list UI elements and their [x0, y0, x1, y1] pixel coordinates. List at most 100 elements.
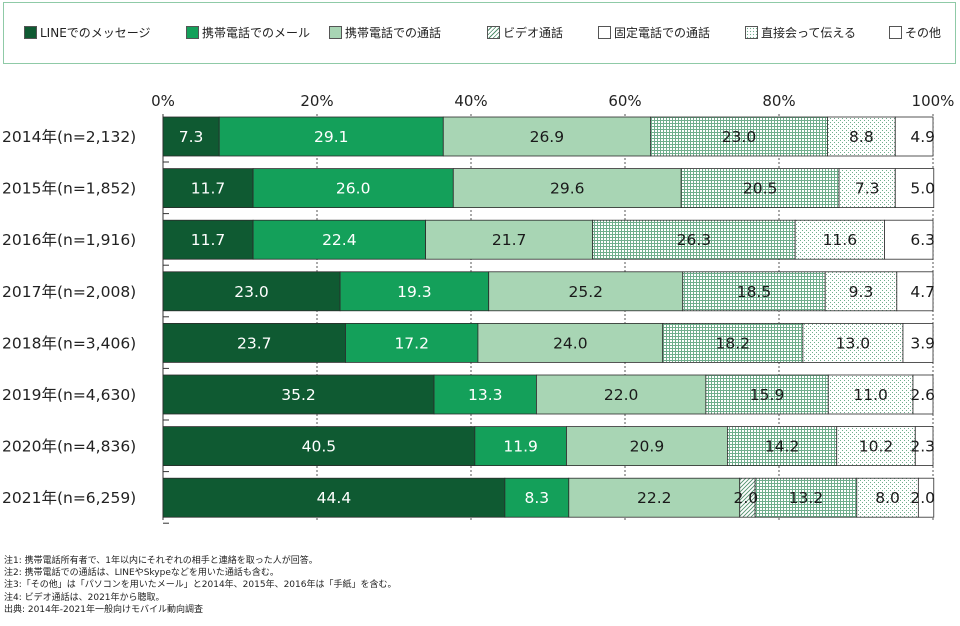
- data-label: 8.3: [525, 489, 550, 507]
- x-tick-label: 100%: [912, 92, 955, 110]
- legend-label: 携帯電話でのメール: [202, 26, 311, 40]
- data-label: 9.3: [849, 283, 874, 301]
- data-label: 26.9: [530, 128, 565, 146]
- bar-segment: [884, 219, 934, 260]
- x-tick-label: 60%: [608, 92, 641, 110]
- data-label: 15.9: [750, 386, 785, 404]
- data-label: 8.8: [849, 128, 874, 146]
- bar-segment: [162, 477, 506, 518]
- legend-swatch-in-person: [745, 26, 758, 39]
- footnotes: 注1: 携帯電話所有者で、1年以内にそれぞれの相手と連絡を取った人が回答。 注2:…: [4, 555, 396, 616]
- data-label: 20.5: [743, 180, 778, 198]
- data-label: 17.2: [394, 334, 429, 352]
- footnote-line: 注1: 携帯電話所有者で、1年以内にそれぞれの相手と連絡を取った人が回答。: [4, 556, 318, 566]
- data-label: 26.3: [677, 231, 712, 249]
- legend: LINEでのメッセージ 携帯電話でのメール 携帯電話での通話 ビデオ通話 固定電話での通…: [3, 2, 956, 64]
- legend-swatch-other: [889, 26, 902, 39]
- legend-item-mobile-call: 携帯電話での通話: [329, 24, 441, 41]
- legend-label: 携帯電話での通話: [345, 26, 442, 40]
- bar-segment: [912, 374, 934, 415]
- category-label: 2015年(n=1,852): [2, 180, 136, 198]
- data-label: 11.6: [823, 231, 858, 249]
- category-label: 2014年(n=2,132): [2, 128, 136, 146]
- bar-segment: [162, 168, 254, 209]
- legend-item-video-call: ビデオ通話: [487, 24, 563, 41]
- data-label: 44.4: [317, 489, 352, 507]
- bar-segment: [162, 322, 346, 363]
- x-tick-label: 0%: [151, 92, 175, 110]
- bar-segment: [802, 322, 904, 363]
- legend-item-in-person: 直接会って伝える: [745, 24, 856, 41]
- data-label: 3.9: [910, 334, 935, 352]
- data-label: 18.5: [737, 283, 772, 301]
- data-label: 14.2: [765, 438, 800, 456]
- data-label: 35.2: [281, 386, 316, 404]
- bar-segment: [914, 426, 934, 467]
- bar-segment: [433, 374, 537, 415]
- bar-segment: [827, 116, 896, 157]
- data-label: 11.7: [191, 231, 226, 249]
- data-label: 24.0: [553, 334, 588, 352]
- data-label: 40.5: [302, 438, 337, 456]
- bar-segment: [896, 271, 934, 312]
- category-label: 2020年(n=4,836): [2, 438, 136, 456]
- data-label: 13.0: [836, 334, 871, 352]
- data-label: 11.0: [853, 386, 888, 404]
- legend-swatch-landline-call: [598, 26, 611, 39]
- category-label: 2016年(n=1,916): [2, 231, 136, 249]
- data-label: 11.7: [191, 180, 226, 198]
- data-label: 18.2: [716, 334, 751, 352]
- data-label: 4.7: [910, 283, 935, 301]
- bar-segment: [705, 374, 829, 415]
- bar-segment: [162, 271, 341, 312]
- legend-swatch-line-msg: [24, 26, 37, 39]
- x-tick-label: 40%: [454, 92, 487, 110]
- data-label: 23.0: [722, 128, 757, 146]
- footnote-line: 出典: 2014年-2021年一般向けモバイル動向調査: [4, 604, 203, 615]
- bar-segment: [917, 477, 935, 518]
- legend-label: 固定電話での通話: [614, 26, 711, 40]
- data-label: 23.0: [234, 283, 269, 301]
- bar-segment: [345, 322, 479, 363]
- data-label: 8.0: [875, 489, 900, 507]
- data-label: 5.0: [910, 180, 935, 198]
- legend-swatch-mobile-call: [329, 26, 342, 39]
- data-label: 13.2: [789, 489, 824, 507]
- stacked-bar-chart: 0% 20% 40% 60% 80% 100% 2014年(n=2,132) 7.3 29.1 2…: [2, 92, 955, 524]
- legend-swatch-mobile-mail: [186, 26, 199, 39]
- x-tick-label: 20%: [300, 92, 333, 110]
- category-label: 2018年(n=3,406): [2, 334, 136, 352]
- data-label: 25.2: [568, 283, 603, 301]
- data-label: 22.2: [637, 489, 672, 507]
- bar-segment: [754, 477, 858, 518]
- x-tick-label: 80%: [762, 92, 795, 110]
- category-label: 2017年(n=2,008): [2, 283, 136, 301]
- data-label: 2.6: [910, 386, 935, 404]
- bar-segment: [477, 322, 664, 363]
- bar-segment: [425, 219, 594, 260]
- bar-segment: [727, 426, 838, 467]
- data-label: 22.0: [604, 386, 639, 404]
- bar-segment: [162, 219, 254, 260]
- bar-segment: [682, 271, 826, 312]
- bar-segment: [566, 426, 728, 467]
- data-label: 7.3: [179, 128, 204, 146]
- category-label: 2021年(n=6,259): [2, 489, 136, 507]
- data-label: 2.3: [910, 438, 935, 456]
- legend-label: その他: [905, 26, 942, 40]
- data-label: 26.0: [336, 180, 371, 198]
- bar-segment: [536, 374, 707, 415]
- data-label: 13.3: [468, 386, 503, 404]
- legend-swatch-video-call: [487, 26, 500, 39]
- bar-segment: [894, 116, 934, 157]
- bar-segment: [650, 116, 828, 157]
- bar-segment: [838, 168, 896, 209]
- data-label: 2.0: [910, 489, 935, 507]
- legend-label: LINEでのメッセージ: [40, 26, 151, 40]
- data-label: 29.1: [314, 128, 349, 146]
- footnote-line: 注2: 携帯電話での通話は、LINEやSkypeなどを用いた通話も含む。: [4, 568, 279, 579]
- bar-segment: [794, 219, 885, 260]
- data-label: 29.6: [550, 180, 585, 198]
- legend-item-line-msg: LINEでのメッセージ: [24, 24, 151, 41]
- bar-segment: [824, 271, 898, 312]
